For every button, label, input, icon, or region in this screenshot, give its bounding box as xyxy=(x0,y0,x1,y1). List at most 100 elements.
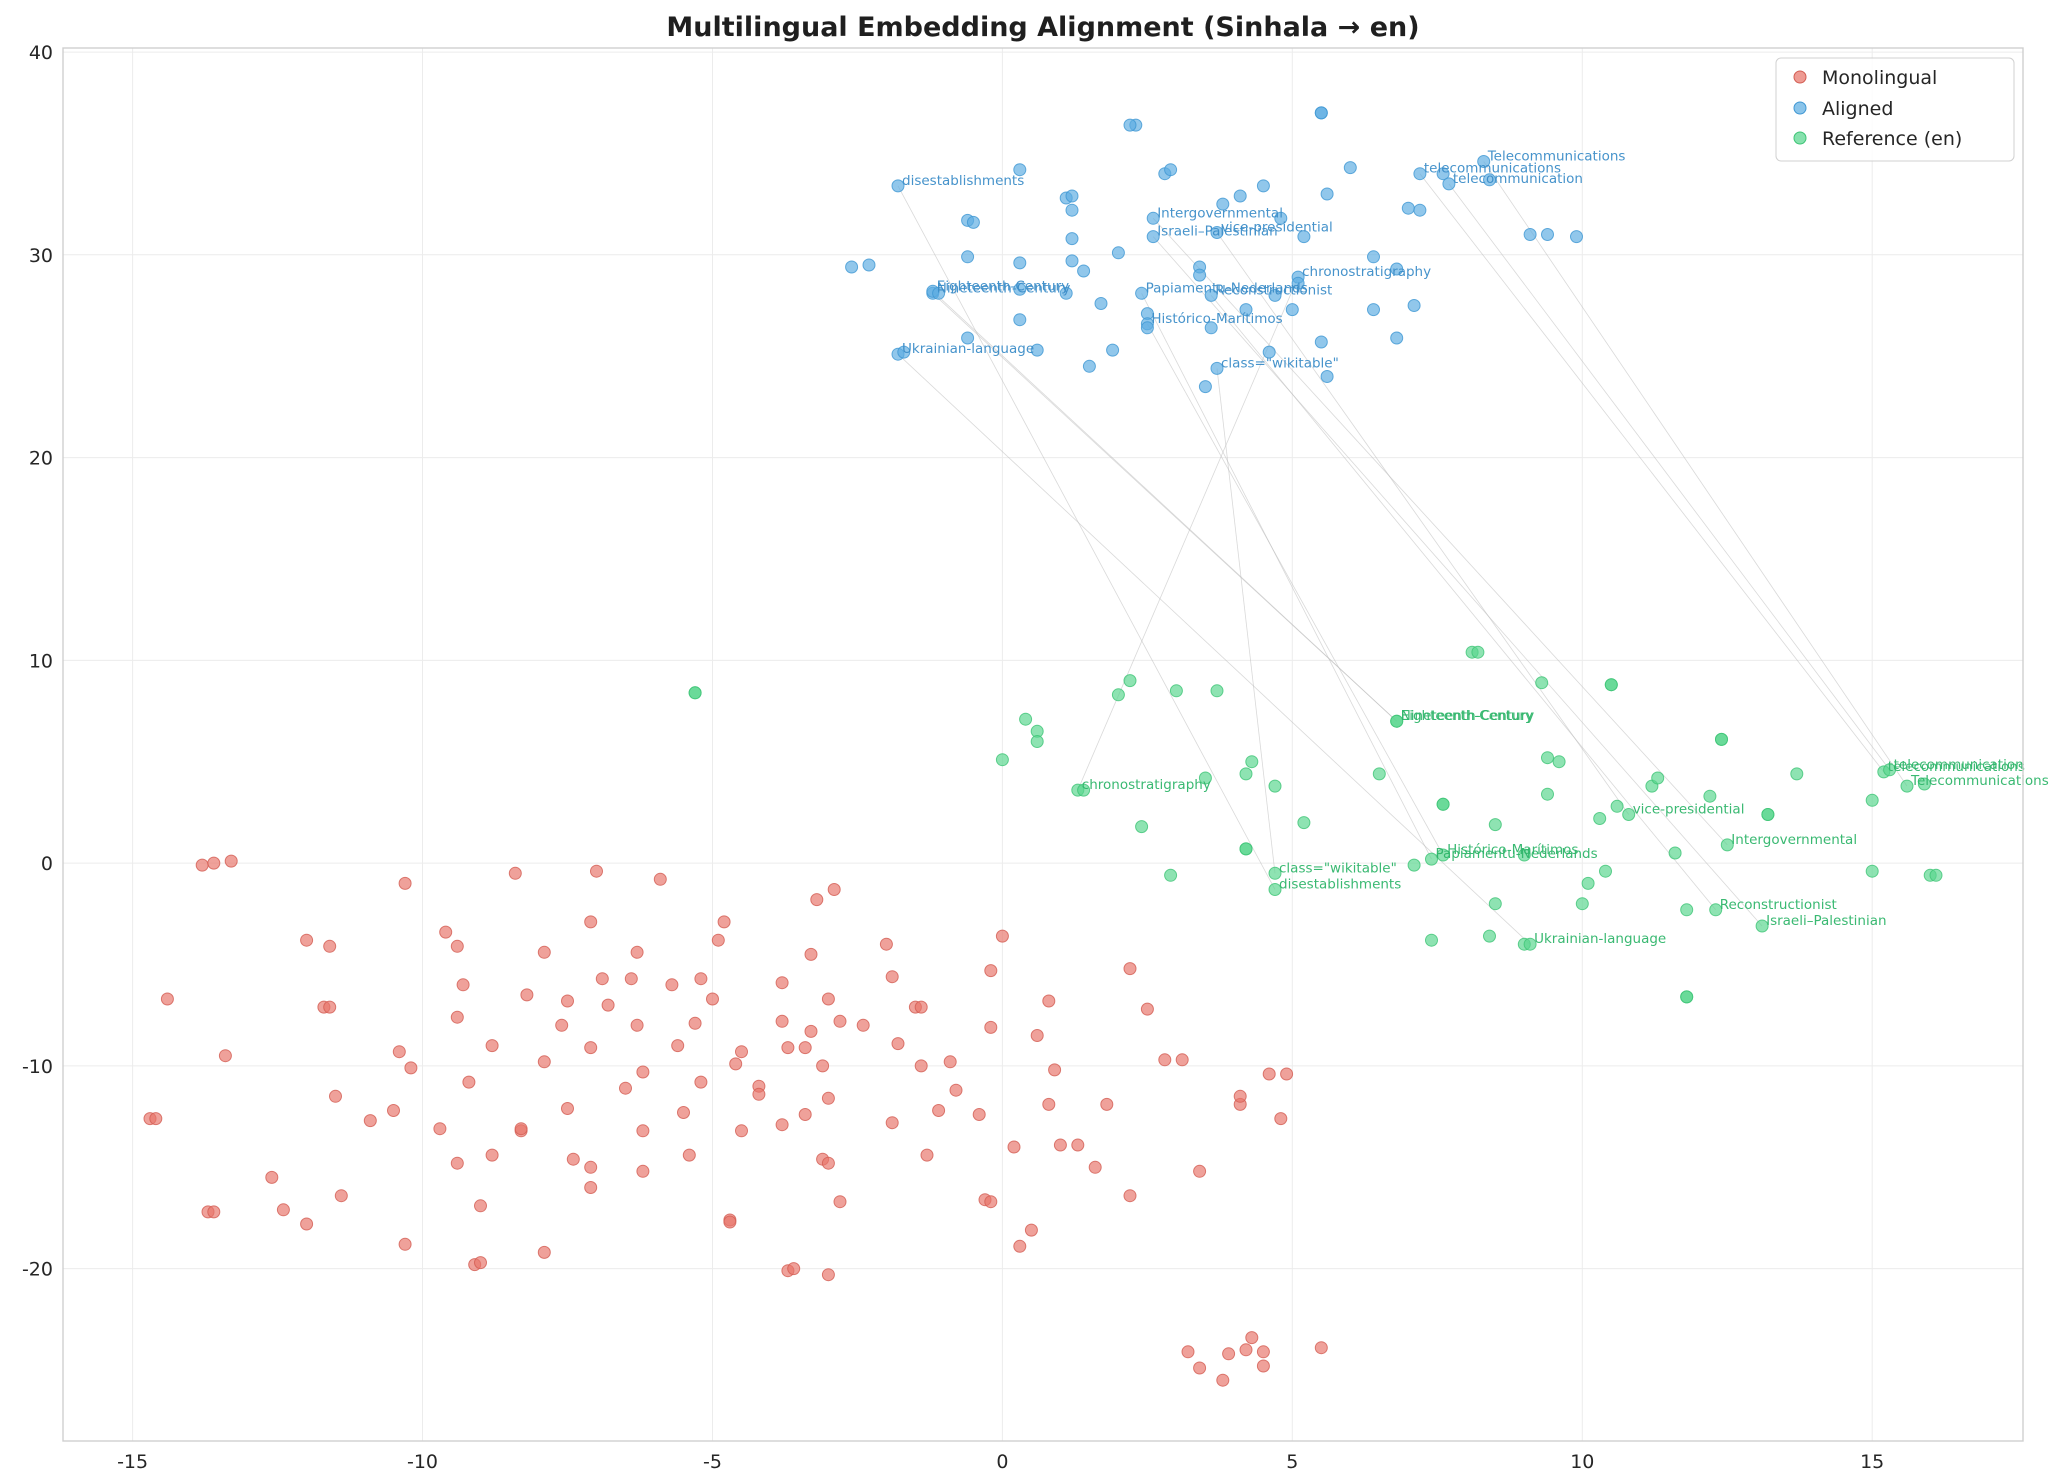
reference-point xyxy=(1297,816,1311,830)
monolingual-point xyxy=(334,1189,348,1203)
aligned-point xyxy=(1013,282,1027,296)
monolingual-point xyxy=(561,994,574,1008)
monolingual-point xyxy=(590,864,603,878)
monolingual-point xyxy=(775,1014,789,1028)
aligned-annotation: Intergovernmental xyxy=(1157,205,1283,221)
monolingual-point xyxy=(885,970,899,984)
alignment-connector xyxy=(897,353,1531,945)
monolingual-point xyxy=(636,1124,650,1138)
monolingual-point xyxy=(943,1055,957,1069)
monolingual-point xyxy=(682,1148,696,1162)
aligned-point xyxy=(1216,197,1230,211)
aligned-point xyxy=(1013,163,1027,177)
reference-point xyxy=(1865,793,1879,807)
reference-annotation: Histórico-Marítimos xyxy=(1447,842,1578,858)
monolingual-point xyxy=(885,1116,899,1130)
monolingual-point xyxy=(1314,1341,1328,1355)
monolingual-point xyxy=(636,1065,650,1079)
monolingual-point xyxy=(276,1203,290,1217)
aligned-point xyxy=(1210,226,1224,239)
aligned-point xyxy=(1146,211,1160,225)
monolingual-point xyxy=(1193,1164,1207,1178)
reference-point xyxy=(1523,937,1537,951)
monolingual-point xyxy=(474,1199,487,1213)
legend-box xyxy=(1775,57,2015,162)
monolingual-point xyxy=(1256,1359,1270,1373)
aligned-point xyxy=(1570,230,1583,244)
aligned-point xyxy=(1146,230,1160,244)
reference-point xyxy=(1622,808,1636,821)
monolingual-point xyxy=(1233,1089,1247,1103)
monolingual-point xyxy=(781,1041,795,1055)
aligned-point xyxy=(1123,118,1137,132)
y-tick-label: 20 xyxy=(29,448,53,470)
aligned-point xyxy=(1065,254,1079,268)
monolingual-point xyxy=(474,1256,487,1270)
legend-marker-monolingual xyxy=(1793,70,1807,84)
aligned-point xyxy=(1106,343,1120,357)
monolingual-point xyxy=(439,925,453,939)
monolingual-point xyxy=(1024,1223,1038,1237)
monolingual-point xyxy=(584,1160,598,1174)
reference-point xyxy=(1390,714,1404,728)
monolingual-point xyxy=(450,1156,464,1170)
aligned-point xyxy=(1210,361,1224,375)
monolingual-point xyxy=(995,929,1009,943)
alignment-connector xyxy=(1147,323,1444,856)
grid xyxy=(63,48,2023,1441)
monolingual-point xyxy=(433,1122,447,1136)
monolingual-point xyxy=(520,988,534,1002)
reference-point xyxy=(1164,868,1178,882)
monolingual-point xyxy=(984,1020,998,1034)
reference-point xyxy=(1709,903,1723,917)
aligned-point xyxy=(1065,203,1079,217)
aligned-point xyxy=(966,215,980,229)
aligned-annotation: Israeli–Palestinian xyxy=(1157,224,1277,240)
monolingual-point xyxy=(735,1124,748,1138)
monolingual-point xyxy=(1123,1189,1137,1203)
monolingual-point xyxy=(1140,1002,1154,1016)
aligned-point xyxy=(1135,286,1149,300)
reference-point xyxy=(1407,858,1421,872)
aligned-point xyxy=(1268,288,1282,302)
reference-point xyxy=(1552,755,1566,769)
reference-point xyxy=(1030,735,1044,748)
reference-point xyxy=(1593,812,1607,825)
y-tick-label: 10 xyxy=(29,650,53,672)
x-tick-label: -5 xyxy=(703,1451,722,1473)
aligned-point xyxy=(1239,303,1253,317)
reference-point xyxy=(1169,684,1183,698)
reference-annotation: vice-presidential xyxy=(1633,802,1745,818)
aligned-point xyxy=(1436,167,1450,181)
reference-point xyxy=(1651,771,1665,785)
data-points xyxy=(143,106,1943,1387)
aligned-annotation: telecommunication xyxy=(1453,171,1583,187)
x-tick-label: -15 xyxy=(117,1451,148,1473)
monolingual-point xyxy=(363,1114,377,1128)
aligned-point xyxy=(1059,286,1073,300)
aligned-point xyxy=(1262,345,1276,359)
reference-point xyxy=(1517,848,1531,862)
monolingual-point xyxy=(392,1045,406,1059)
monolingual-point xyxy=(821,1156,835,1170)
aligned-point xyxy=(961,250,975,264)
aligned-point xyxy=(1483,173,1496,187)
aligned-point xyxy=(1094,297,1108,310)
monolingual-point xyxy=(404,1061,418,1075)
monolingual-point xyxy=(729,1057,743,1071)
monolingual-point xyxy=(775,1118,789,1132)
x-tick-label: 0 xyxy=(996,1451,1008,1473)
monolingual-point xyxy=(537,1055,551,1069)
monolingual-point xyxy=(949,1083,963,1097)
monolingual-point xyxy=(1071,1138,1085,1152)
reference-point xyxy=(1210,684,1224,698)
monolingual-point xyxy=(398,1237,412,1251)
monolingual-point xyxy=(265,1170,279,1184)
reference-annotation: Papiamentu-Nederlands xyxy=(1436,846,1598,862)
aligned-point xyxy=(1314,335,1328,349)
monolingual-point xyxy=(323,939,337,953)
aligned-point xyxy=(1082,359,1096,373)
legend-marker-aligned xyxy=(1793,101,1807,115)
monolingual-point xyxy=(329,1089,342,1103)
